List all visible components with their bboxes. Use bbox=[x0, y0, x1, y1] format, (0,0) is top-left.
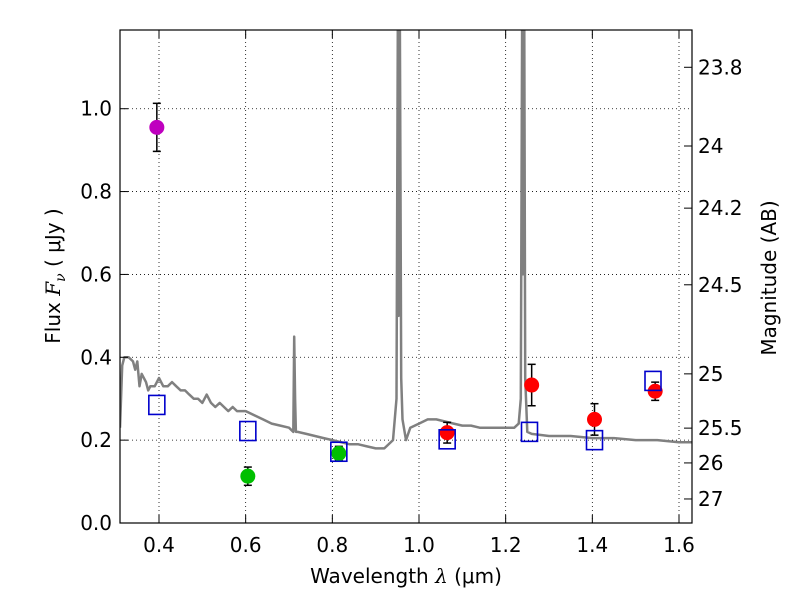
model-photometry-square bbox=[438, 429, 456, 450]
y-tick-label: 0.0 bbox=[80, 511, 112, 535]
green-data-point bbox=[331, 445, 347, 461]
model-photometry-square bbox=[585, 429, 604, 451]
x-tick-label: 1.2 bbox=[490, 533, 522, 557]
model-photometry-square bbox=[330, 441, 348, 463]
y2-tick-label: 25 bbox=[698, 362, 723, 386]
x-axis-ticks: 0.4 0.6 0.8 1.0 1.2 1.4 1.6 bbox=[143, 30, 695, 557]
y-tick-label: 1.0 bbox=[80, 97, 112, 121]
y-tick-label: 0.8 bbox=[80, 180, 112, 204]
y-tick-label: 0.4 bbox=[80, 345, 112, 369]
y-tick-label: 0.6 bbox=[80, 262, 112, 286]
red-data-point bbox=[587, 411, 602, 427]
model-spectrum-layer bbox=[120, 30, 692, 450]
photometry-layer bbox=[148, 102, 663, 487]
y2-axis-label: Magnitude (AB) bbox=[757, 200, 781, 355]
purple-data-point bbox=[149, 119, 165, 135]
model-photometry-square bbox=[239, 420, 257, 442]
x-tick-label: 0.6 bbox=[230, 533, 262, 557]
y-axis-ticks: 0.0 0.2 0.4 0.6 0.8 1.0 bbox=[80, 97, 128, 535]
model-spectrum-line bbox=[120, 30, 692, 450]
y-axis-label: Flux Fν ( μJy ) bbox=[41, 208, 69, 343]
y2-tick-label: 24 bbox=[698, 134, 723, 158]
y2-tick-label: 26 bbox=[698, 451, 723, 475]
green-data-point bbox=[240, 468, 256, 484]
y2-tick-label: 24.5 bbox=[698, 273, 743, 297]
y2-tick-label: 24.2 bbox=[698, 196, 743, 220]
y-tick-label: 0.2 bbox=[80, 428, 112, 452]
grid-lines bbox=[120, 30, 692, 523]
red-data-point bbox=[647, 383, 663, 399]
x-tick-label: 1.4 bbox=[576, 533, 608, 557]
model-photometry-square bbox=[148, 394, 166, 416]
y2-tick-label: 23.8 bbox=[698, 55, 743, 79]
model-photometry-square bbox=[644, 370, 662, 392]
plot-frame bbox=[119, 29, 693, 524]
x-tick-label: 1.6 bbox=[663, 533, 695, 557]
model-photometry-square bbox=[520, 421, 539, 443]
x-tick-label: 0.8 bbox=[316, 533, 348, 557]
red-data-point bbox=[524, 377, 540, 393]
x-tick-label: 0.4 bbox=[143, 533, 175, 557]
x-axis-label: Wavelength λ (μm) bbox=[310, 564, 502, 588]
y2-axis-ticks: 23.8 24 24.2 24.5 25 25.5 26 27 bbox=[684, 55, 743, 511]
y2-tick-label: 25.5 bbox=[698, 416, 743, 440]
red-data-point bbox=[439, 425, 455, 441]
x-tick-label: 1.0 bbox=[403, 533, 435, 557]
y2-tick-label: 27 bbox=[698, 487, 723, 511]
